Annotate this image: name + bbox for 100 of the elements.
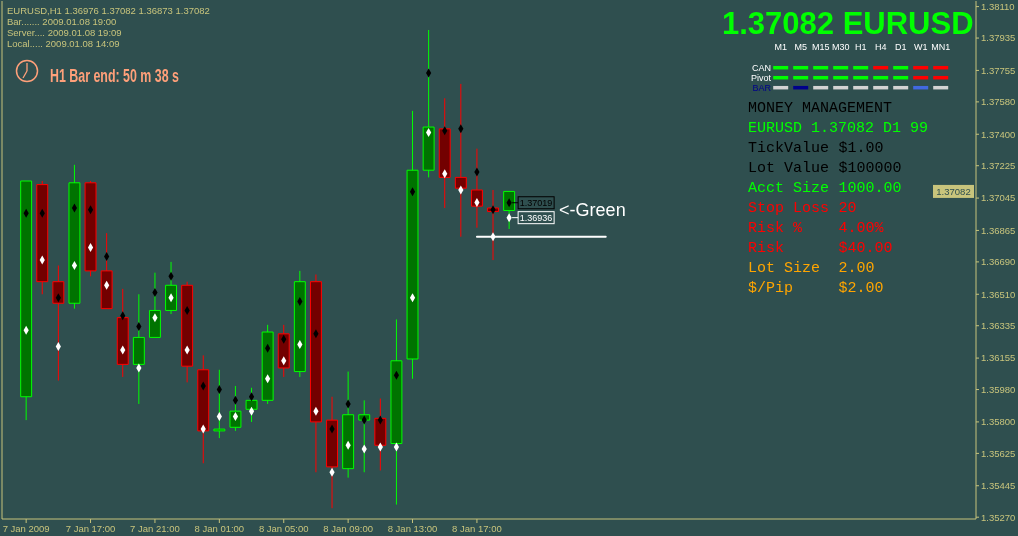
- y-tick-label: 1.35625: [981, 447, 1016, 459]
- candlestick: [374, 398, 387, 471]
- y-tick-label: 1.37225: [981, 160, 1016, 172]
- category-label: M30: [831, 42, 850, 52]
- annotation: $40.00: [838, 239, 893, 257]
- x-tick-label: 8 Jan 05:00: [258, 522, 309, 534]
- candlestick: [454, 83, 467, 238]
- y-tick-label: 1.35980: [981, 383, 1016, 395]
- candlestick: [84, 180, 97, 277]
- candlestick: [422, 29, 435, 178]
- data-label: 1.37019: [519, 198, 553, 209]
- candlestick: [261, 324, 274, 405]
- y-tick-label: 1.36510: [981, 288, 1016, 300]
- candlestick: [309, 273, 322, 473]
- y-tick-label: 1.37580: [981, 96, 1016, 108]
- candlestick: [20, 180, 33, 421]
- candlestick: [165, 261, 178, 315]
- data-label: 1.36936: [519, 212, 553, 223]
- x-tick-label: 8 Jan 17:00: [452, 522, 502, 534]
- category-label: M5: [794, 42, 807, 52]
- candlestick: [68, 164, 81, 310]
- annotation: Server.... 2009.01.08 19:09: [7, 27, 122, 38]
- category-label: M1: [774, 42, 787, 52]
- category-label: H1: [854, 42, 867, 52]
- candlestick: [116, 288, 129, 378]
- candlestick: [342, 371, 355, 479]
- annotation: Acct Size: [748, 179, 830, 197]
- candlestick: [197, 354, 210, 464]
- annotation: Lot Value: [748, 159, 830, 177]
- annotation: $/Pip: [748, 279, 794, 297]
- annotation: MONEY MANAGEMENT: [748, 99, 893, 117]
- annotation: $1.00: [838, 139, 884, 157]
- candlestick: [52, 264, 65, 382]
- candlestick: [406, 110, 419, 380]
- x-tick-label: 8 Jan 09:00: [323, 522, 373, 534]
- candlestick: [245, 387, 258, 423]
- y-tick-label: 1.35270: [981, 511, 1016, 523]
- point: [409, 293, 416, 303]
- annotation: 1.37082 EURUSD: [722, 5, 974, 41]
- y-tick-label: 1.35800: [981, 416, 1016, 428]
- category-label: Pivot: [750, 73, 771, 84]
- candlestick: [326, 396, 339, 509]
- annotation: 1.37082: [936, 185, 971, 197]
- x-tick-label: 7 Jan 2009: [2, 522, 50, 534]
- annotation: Risk: [748, 239, 785, 257]
- point: [393, 442, 400, 452]
- candlestick: [36, 180, 49, 295]
- y-tick-label: 1.37755: [981, 64, 1016, 76]
- annotation: EURUSD 1.37082 D1 99: [748, 119, 929, 137]
- category-label: D1: [894, 42, 907, 52]
- point: [87, 205, 94, 215]
- candlestick: [132, 293, 145, 405]
- annotation: TickValue: [748, 139, 830, 157]
- annotation: Local..... 2009.01.08 14:09: [7, 38, 120, 49]
- x-tick-label: 8 Jan 01:00: [194, 522, 245, 534]
- category-label: MN1: [931, 42, 951, 52]
- y-tick-label: 1.36335: [981, 320, 1016, 332]
- candlestick: [293, 270, 306, 378]
- y-tick-label: 1.37045: [981, 192, 1016, 204]
- point: [409, 187, 416, 197]
- annotation: Bar....... 2009.01.08 19:00: [7, 16, 117, 27]
- point: [71, 260, 78, 270]
- candlestick: [438, 97, 451, 209]
- category-label: BAR: [752, 83, 771, 94]
- annotation: 4.00%: [838, 219, 885, 237]
- point: [248, 406, 255, 416]
- annotation: $100000: [838, 159, 902, 177]
- y-tick-label: 1.37935: [981, 32, 1016, 44]
- candlestick: [181, 281, 194, 383]
- category-label: W1: [913, 42, 928, 52]
- x-tick-label: 7 Jan 21:00: [130, 522, 180, 534]
- annotation: 20: [838, 199, 857, 217]
- point: [71, 203, 78, 213]
- annotation: <-Green: [559, 200, 626, 221]
- y-tick-label: 1.36865: [981, 224, 1016, 236]
- category-label: CAN: [751, 63, 771, 74]
- chart-title: EURUSD,H1 1.36976 1.37082 1.36873 1.37082: [7, 5, 210, 16]
- point: [87, 243, 94, 253]
- annotation: H1 Bar end: 50 m 38 s: [50, 65, 180, 86]
- candlestick: [470, 148, 483, 229]
- annotation: Stop Loss: [748, 199, 830, 217]
- x-tick-label: 8 Jan 13:00: [387, 522, 438, 534]
- y-tick-label: 1.38110: [981, 1, 1015, 12]
- x-tick-label: 7 Jan 17:00: [65, 522, 116, 534]
- point: [248, 392, 255, 402]
- annotation: 1000.00: [838, 179, 902, 197]
- annotation: Risk %: [748, 219, 804, 237]
- point: [232, 412, 239, 422]
- y-tick-label: 1.35445: [981, 480, 1016, 492]
- category-label: M15: [811, 42, 830, 52]
- candlestick: [213, 369, 226, 439]
- candlestick: [148, 272, 161, 338]
- candlestick: [100, 232, 113, 310]
- category-label: H4: [874, 42, 887, 52]
- annotation: $2.00: [838, 279, 884, 297]
- candlestick: [390, 318, 403, 506]
- y-tick-label: 1.36155: [981, 352, 1016, 364]
- y-tick-label: 1.36690: [981, 256, 1016, 268]
- point: [393, 370, 400, 380]
- annotation: Lot Size: [748, 259, 821, 277]
